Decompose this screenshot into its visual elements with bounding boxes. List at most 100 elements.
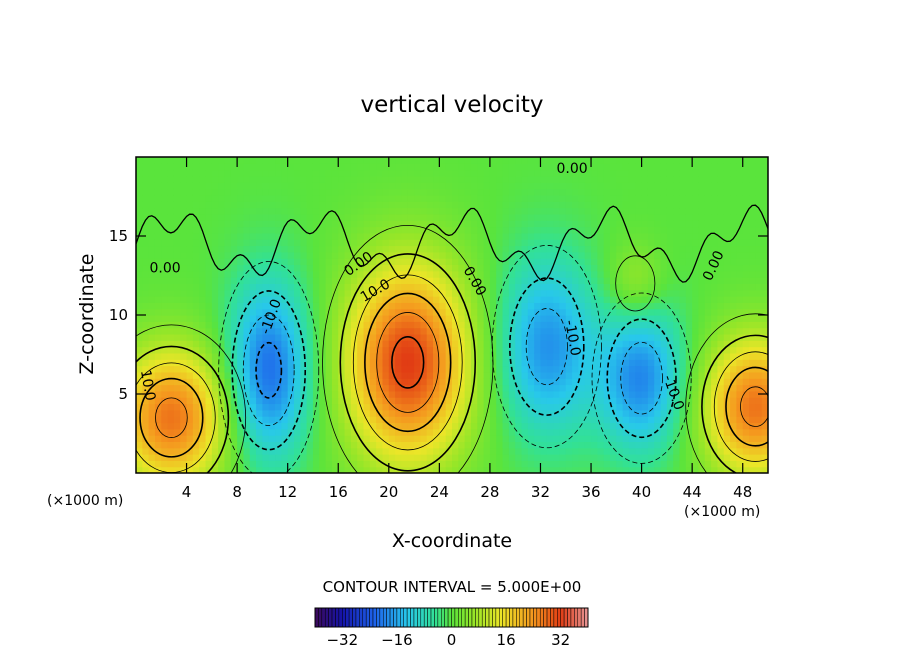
heatmap-cell [287,283,295,291]
heatmap-cell [761,207,768,215]
heatmap-cell [426,435,434,442]
heatmap-cell [489,163,497,171]
heatmap-cell [470,283,478,291]
heatmap-cell [761,245,768,253]
heatmap-cell [319,390,327,398]
heatmap-cell [635,194,643,202]
heatmap-cell [496,296,504,303]
heatmap-cell [300,157,308,164]
heatmap-cell [755,182,763,190]
heatmap-cell [610,466,617,473]
heatmap-cell [331,333,339,341]
heatmap-cell [508,390,516,398]
heatmap-cell [717,428,725,436]
heatmap-cell [395,422,403,430]
heatmap-cell [673,277,681,284]
heatmap-cell [660,194,668,202]
heatmap-cell [673,460,681,468]
heatmap-cell [553,289,561,297]
heatmap-cell [401,346,409,354]
heatmap-cell [736,447,744,455]
heatmap-cell [641,460,649,468]
heatmap-cell [186,302,194,310]
heatmap-cell [414,422,421,430]
heatmap-cell [369,384,377,392]
heatmap-cell [350,397,358,405]
heatmap-cell [546,264,554,272]
heatmap-cell [186,239,194,247]
heatmap-cell [610,169,617,177]
heatmap-cell [736,441,744,449]
heatmap-cell [761,460,768,468]
heatmap-cell [256,201,263,209]
heatmap-cell [376,296,384,303]
heatmap-cell [224,346,232,354]
heatmap-cell [527,258,535,266]
heatmap-cell [565,466,573,473]
heatmap-cell [559,321,567,329]
heatmap-cell [142,340,150,348]
heatmap-cell [458,397,466,405]
heatmap-cell [666,188,674,196]
heatmap-cell [654,296,662,303]
heatmap-cell [755,207,763,215]
heatmap-cell [230,441,238,449]
heatmap-cell [685,384,693,392]
heatmap-cell [306,378,314,386]
heatmap-cell [666,441,674,449]
heatmap-cell [496,277,504,284]
heatmap-cell [736,315,744,322]
heatmap-cell [205,277,213,284]
heatmap-cell [180,302,188,310]
heatmap-cell [344,182,352,190]
heatmap-cell [755,226,763,234]
heatmap-cell [350,182,358,190]
heatmap-cell [521,220,529,228]
heatmap-cell [433,384,440,392]
heatmap-cell [711,416,719,424]
heatmap-cell [294,289,301,297]
heatmap-cell [572,409,579,417]
heatmap-cell [186,340,194,348]
heatmap-cell [154,428,162,436]
heatmap-cell [205,365,213,373]
heatmap-cell [281,371,289,379]
heatmap-cell [660,308,668,316]
heatmap-cell [388,289,396,297]
heatmap-cell [717,194,725,202]
heatmap-cell [761,359,768,367]
heatmap-cell [591,321,598,329]
heatmap-cell [559,460,567,468]
heatmap-cell [597,416,605,424]
heatmap-cell [275,422,282,430]
heatmap-cell [477,327,485,335]
heatmap-cell [534,441,542,449]
heatmap-cell [325,188,333,196]
heatmap-cell [407,441,415,449]
heatmap-cell [654,397,662,405]
heatmap-cell [692,258,700,266]
heatmap-cell [717,333,725,341]
heatmap-cell [407,346,415,354]
heatmap-cell [331,346,339,354]
heatmap-cell [237,390,245,398]
heatmap-cell [565,232,573,240]
heatmap-cell [319,435,327,442]
heatmap-cell [565,201,573,209]
heatmap-cell [306,239,314,247]
heatmap-cell [521,321,529,329]
heatmap-cell [319,333,327,341]
heatmap-cell [559,365,567,373]
heatmap-cell [673,207,681,215]
heatmap-cell [363,175,371,183]
heatmap-cell [755,315,763,322]
heatmap-cell [464,188,472,196]
heatmap-cell [357,416,365,424]
heatmap-cell [369,163,377,171]
heatmap-cell [173,277,181,284]
heatmap-cell [243,251,251,259]
heatmap-cell [287,264,295,272]
heatmap-cell [344,194,352,202]
heatmap-cell [161,264,169,272]
heatmap-cell [180,258,188,266]
